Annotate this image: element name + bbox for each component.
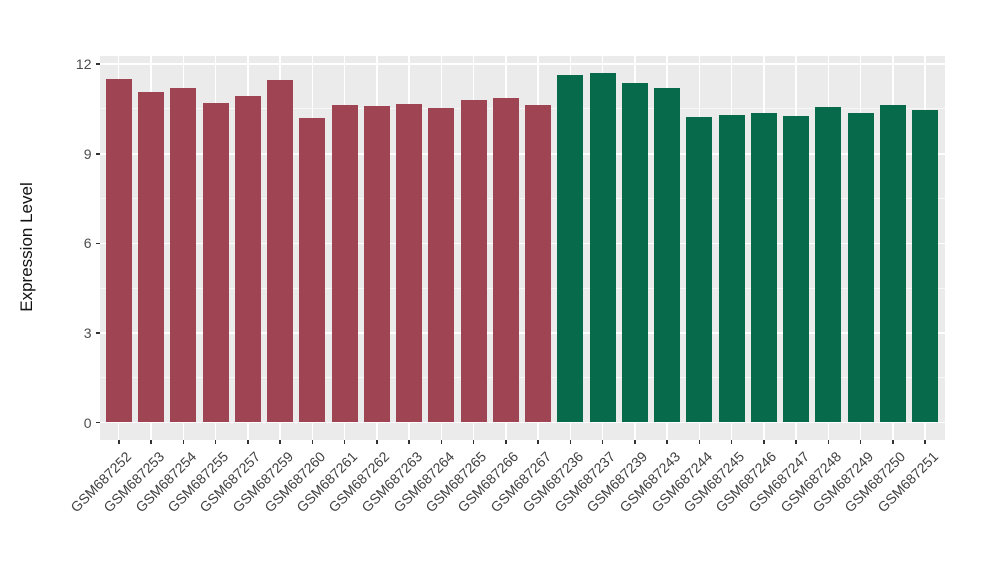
x-tick-mark: [827, 439, 830, 444]
bar-GSM687255: [202, 102, 229, 423]
gridline-minor: [99, 287, 945, 289]
y-axis-title: Expression Level: [17, 182, 36, 312]
x-tick-mark: [118, 439, 120, 444]
bar-GSM687260: [299, 117, 326, 423]
bar-GSM687257: [234, 96, 261, 423]
y-tick-label: 6: [83, 235, 92, 252]
y-tick-mark: [95, 332, 100, 334]
bar-GSM687239: [621, 82, 648, 423]
x-tick-mark: [472, 439, 475, 444]
x-tick-mark: [247, 439, 249, 444]
x-tick-mark: [376, 439, 378, 444]
bar-GSM687243: [654, 88, 681, 423]
x-tick-mark: [279, 439, 281, 444]
bar-GSM687247: [783, 115, 810, 423]
bar-GSM687249: [847, 113, 874, 423]
bar-GSM687250: [879, 105, 906, 423]
bar-GSM687262: [363, 106, 390, 423]
x-tick-mark: [601, 439, 604, 444]
gridline-major: [99, 242, 945, 245]
x-tick-mark: [408, 439, 410, 444]
x-tick-mark: [859, 439, 862, 444]
bar-GSM687264: [428, 107, 455, 423]
bar-GSM687244: [686, 117, 713, 423]
y-tick-label: 9: [83, 145, 92, 162]
x-tick-mark: [924, 439, 926, 444]
x-tick-mark: [214, 439, 217, 444]
gridline-minor: [99, 377, 945, 379]
x-tick-mark: [440, 439, 443, 444]
gridline-minor: [99, 198, 945, 200]
y-tick-mark: [95, 421, 100, 424]
x-tick-mark: [569, 439, 572, 444]
x-tick-mark: [537, 439, 539, 444]
bar-GSM687266: [492, 97, 519, 423]
bar-GSM687253: [138, 91, 164, 423]
plot-panel: [99, 55, 945, 440]
y-tick-mark: [95, 153, 100, 155]
x-tick-mark: [343, 439, 346, 444]
bar-GSM687263: [396, 104, 422, 423]
bar-GSM687248: [815, 106, 842, 423]
bar-GSM687236: [557, 74, 584, 423]
x-tick-mark: [182, 439, 185, 444]
x-tick-mark: [311, 439, 314, 444]
x-tick-mark: [634, 439, 636, 444]
x-tick-mark: [698, 439, 701, 444]
bar-GSM687251: [912, 109, 939, 423]
y-tick-label: 12: [75, 56, 92, 73]
bar-GSM687254: [170, 87, 197, 423]
gridline-major: [99, 153, 945, 155]
bar-GSM687259: [267, 80, 293, 423]
y-tick-mark: [95, 63, 100, 65]
bar-GSM687252: [105, 78, 132, 423]
bar-GSM687265: [460, 100, 487, 423]
x-tick-mark: [505, 439, 507, 444]
x-tick-mark: [666, 439, 668, 444]
y-tick-label: 0: [83, 414, 92, 431]
x-tick-mark: [795, 439, 797, 444]
gridline-major: [99, 63, 945, 65]
gridline-major: [99, 332, 945, 334]
gridline-minor: [99, 108, 945, 110]
y-tick-mark: [95, 242, 100, 245]
bar-GSM687261: [331, 105, 358, 423]
bar-GSM687245: [718, 114, 745, 423]
bar-GSM687267: [525, 105, 552, 423]
x-tick-mark: [763, 439, 765, 444]
bar-GSM687237: [589, 73, 616, 423]
gridline-major: [99, 421, 945, 424]
bar-GSM687246: [750, 112, 777, 423]
x-tick-mark: [730, 439, 733, 444]
y-tick-label: 3: [83, 324, 92, 341]
x-tick-mark: [150, 439, 152, 444]
x-tick-mark: [892, 439, 894, 444]
